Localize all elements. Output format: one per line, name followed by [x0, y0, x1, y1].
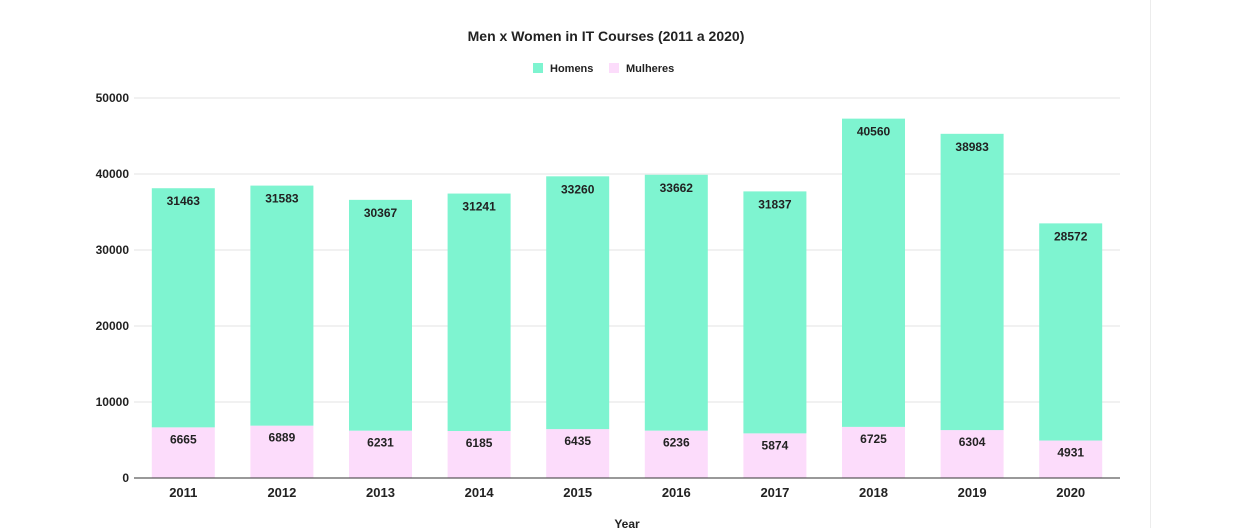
data-label-mulheres: 6236 [663, 436, 690, 450]
x-tick-label: 2012 [267, 485, 296, 500]
x-axis-title: Year [614, 517, 640, 528]
data-label-mulheres: 6304 [959, 435, 986, 449]
y-tick-label: 40000 [96, 167, 130, 181]
bar-homens [546, 176, 610, 430]
data-label-homens: 31463 [167, 194, 201, 208]
x-tick-label: 2016 [662, 485, 691, 500]
data-label-mulheres: 6185 [466, 436, 493, 450]
data-label-homens: 40560 [857, 125, 891, 139]
bar-homens [644, 174, 708, 431]
bars [151, 118, 1103, 478]
y-tick-label: 30000 [96, 243, 130, 257]
y-tick-label: 0 [122, 471, 129, 485]
data-labels: 31463 6665 31583 6889 30367 6231 31241 6185 3326… [167, 125, 1088, 460]
y-tick-label: 20000 [96, 319, 130, 333]
bar-homens [250, 185, 314, 426]
bar-mulheres [151, 427, 215, 478]
legend: Homens Mulheres [533, 63, 674, 75]
data-label-homens: 28572 [1054, 229, 1088, 243]
chart-card: Men x Women in IT Courses (2011 a 2020) … [70, 0, 1151, 528]
y-axis-ticks: 0 10000 20000 30000 40000 50000 [96, 91, 130, 485]
legend-swatch [533, 63, 543, 73]
x-tick-label: 2017 [760, 485, 789, 500]
bar-homens [349, 199, 412, 431]
bar-mulheres [1039, 440, 1103, 478]
bar-mulheres [447, 430, 511, 478]
bar-mulheres [842, 426, 905, 478]
bar-mulheres [940, 430, 1004, 478]
data-label-mulheres: 5874 [762, 438, 789, 452]
bar-mulheres [743, 433, 807, 478]
data-label-homens: 31583 [265, 192, 299, 206]
x-tick-label: 2019 [958, 485, 987, 500]
legend-label: Mulheres [626, 63, 674, 75]
data-label-mulheres: 6665 [170, 432, 197, 446]
x-axis-ticks: 2011 2012 2013 2014 2015 2016 2017 2018 2019 2020 [169, 485, 1085, 500]
chart-title: Men x Women in IT Courses (2011 a 2020) [468, 28, 745, 44]
x-tick-label: 2011 [169, 485, 197, 500]
data-label-homens: 30367 [364, 206, 398, 220]
data-label-mulheres: 6889 [269, 431, 296, 445]
stacked-bar-chart: Men x Women in IT Courses (2011 a 2020) … [96, 28, 1120, 528]
x-tick-label: 2015 [563, 485, 592, 500]
y-tick-label: 50000 [96, 91, 130, 105]
bar-homens [447, 193, 511, 431]
bar-mulheres [349, 430, 412, 478]
data-label-homens: 31241 [462, 200, 496, 214]
y-tick-label: 10000 [96, 395, 130, 409]
data-label-mulheres: 4931 [1057, 446, 1084, 460]
bar-homens [1039, 223, 1103, 441]
x-tick-label: 2020 [1056, 485, 1085, 500]
bar-mulheres [644, 430, 708, 478]
data-label-mulheres: 6725 [860, 432, 887, 446]
data-label-homens: 31837 [758, 197, 792, 211]
data-label-mulheres: 6231 [367, 436, 394, 450]
bar-homens [842, 118, 905, 427]
bar-homens [940, 133, 1004, 431]
data-label-homens: 33260 [561, 182, 595, 196]
bar-homens [151, 188, 215, 428]
legend-swatch [609, 63, 619, 73]
data-label-mulheres: 6435 [564, 434, 591, 448]
bar-homens [743, 191, 807, 434]
x-tick-label: 2014 [465, 485, 495, 500]
bar-mulheres [250, 425, 314, 478]
data-label-homens: 33662 [660, 181, 694, 195]
data-label-homens: 38983 [955, 140, 989, 154]
x-tick-label: 2013 [366, 485, 395, 500]
bar-mulheres [546, 429, 610, 478]
x-tick-label: 2018 [859, 485, 888, 500]
legend-label: Homens [550, 63, 593, 75]
